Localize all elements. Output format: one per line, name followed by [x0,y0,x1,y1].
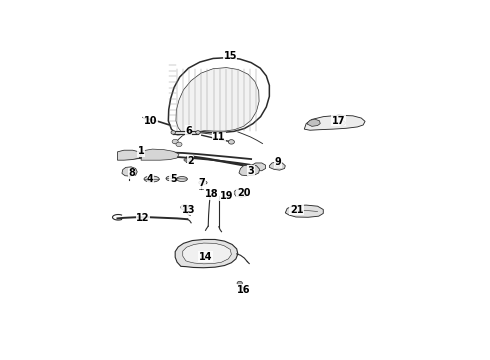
Text: 10: 10 [144,116,157,126]
Polygon shape [176,68,259,133]
Polygon shape [307,119,320,126]
Text: 2: 2 [187,156,194,166]
Ellipse shape [144,176,159,182]
Polygon shape [304,115,365,130]
Circle shape [172,139,178,144]
Circle shape [184,158,188,161]
Circle shape [176,142,182,147]
Text: 3: 3 [248,166,254,176]
Text: 18: 18 [204,189,218,199]
Polygon shape [239,165,260,176]
Ellipse shape [171,131,175,134]
Text: 19: 19 [220,191,233,201]
Text: 5: 5 [170,174,177,184]
Text: 8: 8 [128,168,135,179]
Text: 20: 20 [237,188,250,198]
Polygon shape [250,163,266,171]
Polygon shape [270,162,285,170]
Polygon shape [285,205,323,217]
Text: 11: 11 [212,132,225,143]
Text: 15: 15 [223,51,237,61]
Circle shape [181,204,189,210]
Text: 21: 21 [290,204,303,215]
Circle shape [339,121,345,125]
Polygon shape [173,131,198,134]
Polygon shape [141,149,179,160]
Text: 16: 16 [237,285,250,295]
Circle shape [237,281,243,285]
Text: 12: 12 [136,213,149,223]
Text: 1: 1 [138,146,145,156]
Text: 7: 7 [198,178,205,188]
Text: 13: 13 [182,204,195,215]
Text: 17: 17 [332,116,345,126]
Text: 9: 9 [274,157,281,167]
Text: 14: 14 [199,252,212,262]
Ellipse shape [166,176,177,181]
Polygon shape [122,167,137,176]
Circle shape [275,164,280,167]
Polygon shape [234,189,248,197]
Polygon shape [183,243,231,264]
Ellipse shape [199,181,207,185]
Text: 4: 4 [147,174,154,184]
Text: 6: 6 [185,126,192,135]
Polygon shape [175,239,238,268]
Ellipse shape [196,131,200,134]
Ellipse shape [177,176,187,181]
Polygon shape [118,150,141,160]
Circle shape [228,140,234,144]
